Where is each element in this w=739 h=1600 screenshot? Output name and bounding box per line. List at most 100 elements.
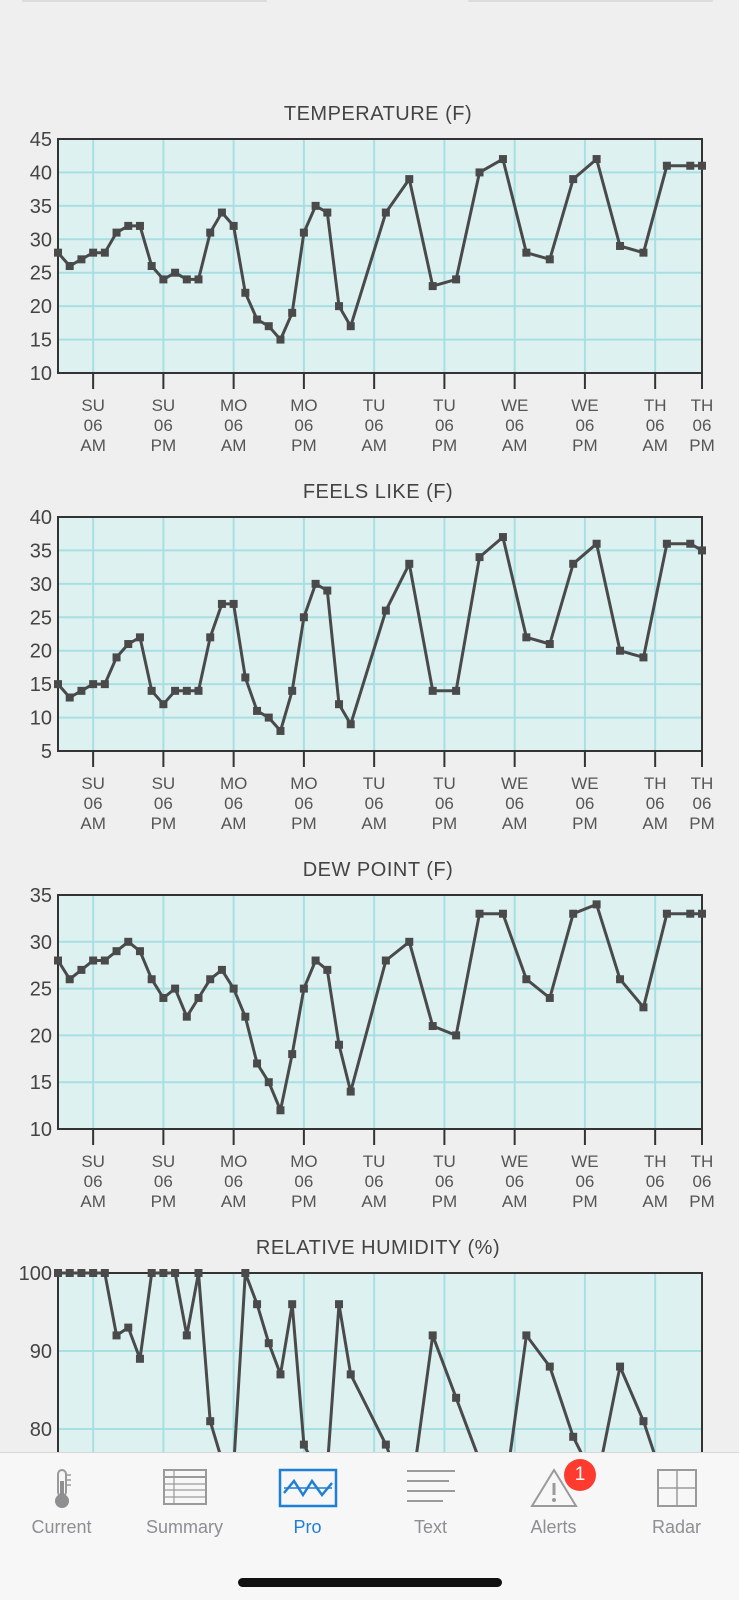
data-point: [405, 937, 414, 946]
x-tick-label: 06: [154, 794, 173, 813]
x-tick-label: TU: [363, 1152, 386, 1171]
data-point: [686, 539, 695, 548]
data-point: [428, 282, 437, 291]
x-tick-label: AM: [361, 1192, 387, 1211]
tab-pro[interactable]: Pro: [246, 1453, 369, 1553]
data-point: [498, 533, 507, 542]
data-point: [522, 1331, 531, 1340]
x-tick-label: WE: [501, 396, 528, 415]
data-point: [616, 975, 625, 984]
x-tick-label: PM: [572, 814, 598, 833]
x-tick-label: 06: [693, 794, 712, 813]
chart-svg: TEMPERATURE (F)1015202530354045SU06AMSU0…: [30, 103, 715, 455]
data-point: [206, 1417, 215, 1426]
data-point: [346, 322, 355, 331]
data-point: [54, 680, 62, 689]
data-point: [89, 680, 98, 689]
tab-bar: Current Summary Pro Text: [0, 1452, 739, 1600]
data-point: [381, 606, 390, 615]
data-point: [194, 993, 203, 1002]
x-tick-label: SU: [152, 396, 176, 415]
y-tick-label: 35: [30, 885, 52, 907]
data-point: [182, 686, 191, 695]
y-tick-label: 30: [30, 574, 52, 596]
y-tick-label: 35: [30, 196, 52, 218]
x-tick-label: 06: [365, 794, 384, 813]
data-point: [253, 706, 262, 715]
y-tick-label: 20: [30, 1025, 52, 1047]
data-point: [100, 1269, 109, 1277]
data-point: [276, 1106, 285, 1115]
data-point: [381, 208, 390, 217]
data-point: [323, 965, 332, 974]
tab-label: Summary: [145, 1517, 223, 1537]
table-icon: [162, 1469, 207, 1505]
data-point: [639, 653, 648, 662]
data-point: [616, 646, 625, 655]
x-tick-label: SU: [152, 1152, 176, 1171]
data-point: [253, 1059, 262, 1068]
x-tick-label: TH: [644, 1152, 667, 1171]
data-point: [65, 693, 74, 702]
data-point: [100, 248, 109, 257]
tab-summary[interactable]: Summary: [123, 1453, 246, 1553]
tab-text[interactable]: Text: [369, 1453, 492, 1553]
x-tick-label: TU: [363, 396, 386, 415]
x-tick-label: WE: [571, 396, 598, 415]
data-point: [77, 686, 86, 695]
data-point: [159, 1269, 168, 1277]
data-point: [194, 1269, 203, 1277]
data-point: [381, 1440, 390, 1449]
data-point: [264, 1339, 273, 1348]
y-tick-label: 10: [30, 708, 52, 730]
data-point: [592, 900, 601, 909]
tab-radar[interactable]: Radar: [615, 1453, 738, 1553]
data-point: [545, 993, 554, 1002]
data-point: [405, 559, 414, 568]
data-point: [229, 221, 238, 230]
data-point: [276, 726, 285, 735]
data-point: [241, 288, 250, 297]
x-tick-label: 06: [575, 416, 594, 435]
data-point: [335, 700, 344, 709]
data-point: [147, 262, 156, 271]
data-point: [124, 1323, 133, 1332]
data-point: [217, 208, 226, 217]
data-point: [182, 275, 191, 284]
tab-current[interactable]: Current: [0, 1453, 123, 1553]
data-point: [54, 1269, 62, 1277]
x-tick-label: 06: [154, 1172, 173, 1191]
data-point: [288, 308, 297, 317]
x-tick-label: SU: [81, 1152, 105, 1171]
x-tick-label: MO: [290, 774, 317, 793]
x-tick-label: PM: [432, 436, 458, 455]
thermometer-icon: [54, 1469, 71, 1508]
x-tick-label: AM: [80, 1192, 106, 1211]
x-tick-label: WE: [571, 774, 598, 793]
data-point: [264, 1078, 273, 1087]
x-tick-label: TH: [691, 774, 714, 793]
x-tick-label: PM: [291, 814, 317, 833]
tab-label: Pro: [293, 1517, 322, 1537]
data-point: [311, 579, 320, 588]
data-point: [428, 686, 437, 695]
data-point: [147, 686, 156, 695]
data-point: [89, 1269, 98, 1277]
data-point: [264, 713, 273, 722]
x-tick-label: 06: [294, 1172, 313, 1191]
data-point: [182, 1331, 191, 1340]
data-point: [299, 228, 308, 237]
data-point: [335, 302, 344, 311]
x-tick-label: PM: [291, 436, 317, 455]
y-tick-label: 15: [30, 330, 52, 352]
data-point: [311, 956, 320, 965]
tab-alerts[interactable]: 1 Alerts: [492, 1453, 615, 1553]
x-tick-label: AM: [642, 1192, 668, 1211]
chart-svg: DEW POINT (F)101520253035SU06AMSU06PMMO0…: [30, 859, 715, 1211]
data-point: [475, 168, 484, 177]
data-point: [381, 956, 390, 965]
data-point: [241, 1012, 250, 1021]
tab-label: Current: [31, 1517, 92, 1537]
grid-icon: [656, 1469, 697, 1507]
data-point: [346, 1370, 355, 1379]
